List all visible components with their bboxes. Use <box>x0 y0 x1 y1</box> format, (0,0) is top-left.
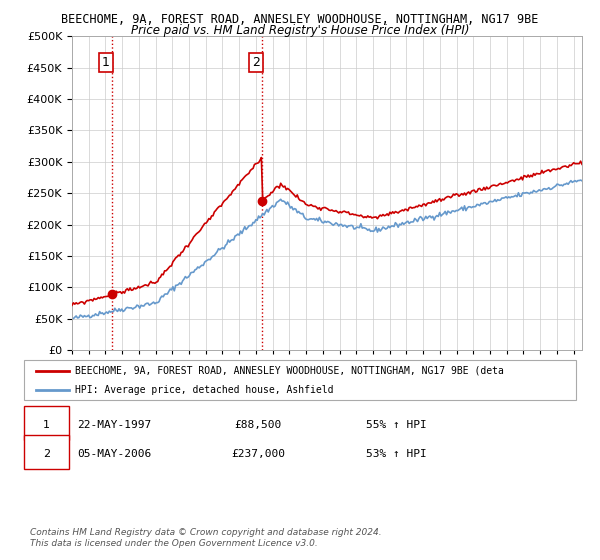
Text: 1: 1 <box>43 419 50 430</box>
Text: Price paid vs. HM Land Registry's House Price Index (HPI): Price paid vs. HM Land Registry's House … <box>131 24 469 37</box>
Text: 2: 2 <box>43 449 50 459</box>
Text: HPI: Average price, detached house, Ashfield: HPI: Average price, detached house, Ashf… <box>75 385 334 394</box>
Text: BEECHOME, 9A, FOREST ROAD, ANNESLEY WOODHOUSE, NOTTINGHAM, NG17 9BE (deta: BEECHOME, 9A, FOREST ROAD, ANNESLEY WOOD… <box>75 366 504 376</box>
Text: 22-MAY-1997: 22-MAY-1997 <box>77 419 151 430</box>
Text: £237,000: £237,000 <box>231 449 285 459</box>
Text: £88,500: £88,500 <box>235 419 281 430</box>
Text: 53% ↑ HPI: 53% ↑ HPI <box>365 449 427 459</box>
Text: Contains HM Land Registry data © Crown copyright and database right 2024.
This d: Contains HM Land Registry data © Crown c… <box>30 528 382 548</box>
Text: 05-MAY-2006: 05-MAY-2006 <box>77 449 151 459</box>
Text: 1: 1 <box>102 56 110 69</box>
Text: BEECHOME, 9A, FOREST ROAD, ANNESLEY WOODHOUSE, NOTTINGHAM, NG17 9BE: BEECHOME, 9A, FOREST ROAD, ANNESLEY WOOD… <box>61 13 539 26</box>
Text: 55% ↑ HPI: 55% ↑ HPI <box>365 419 427 430</box>
Text: 2: 2 <box>252 56 260 69</box>
